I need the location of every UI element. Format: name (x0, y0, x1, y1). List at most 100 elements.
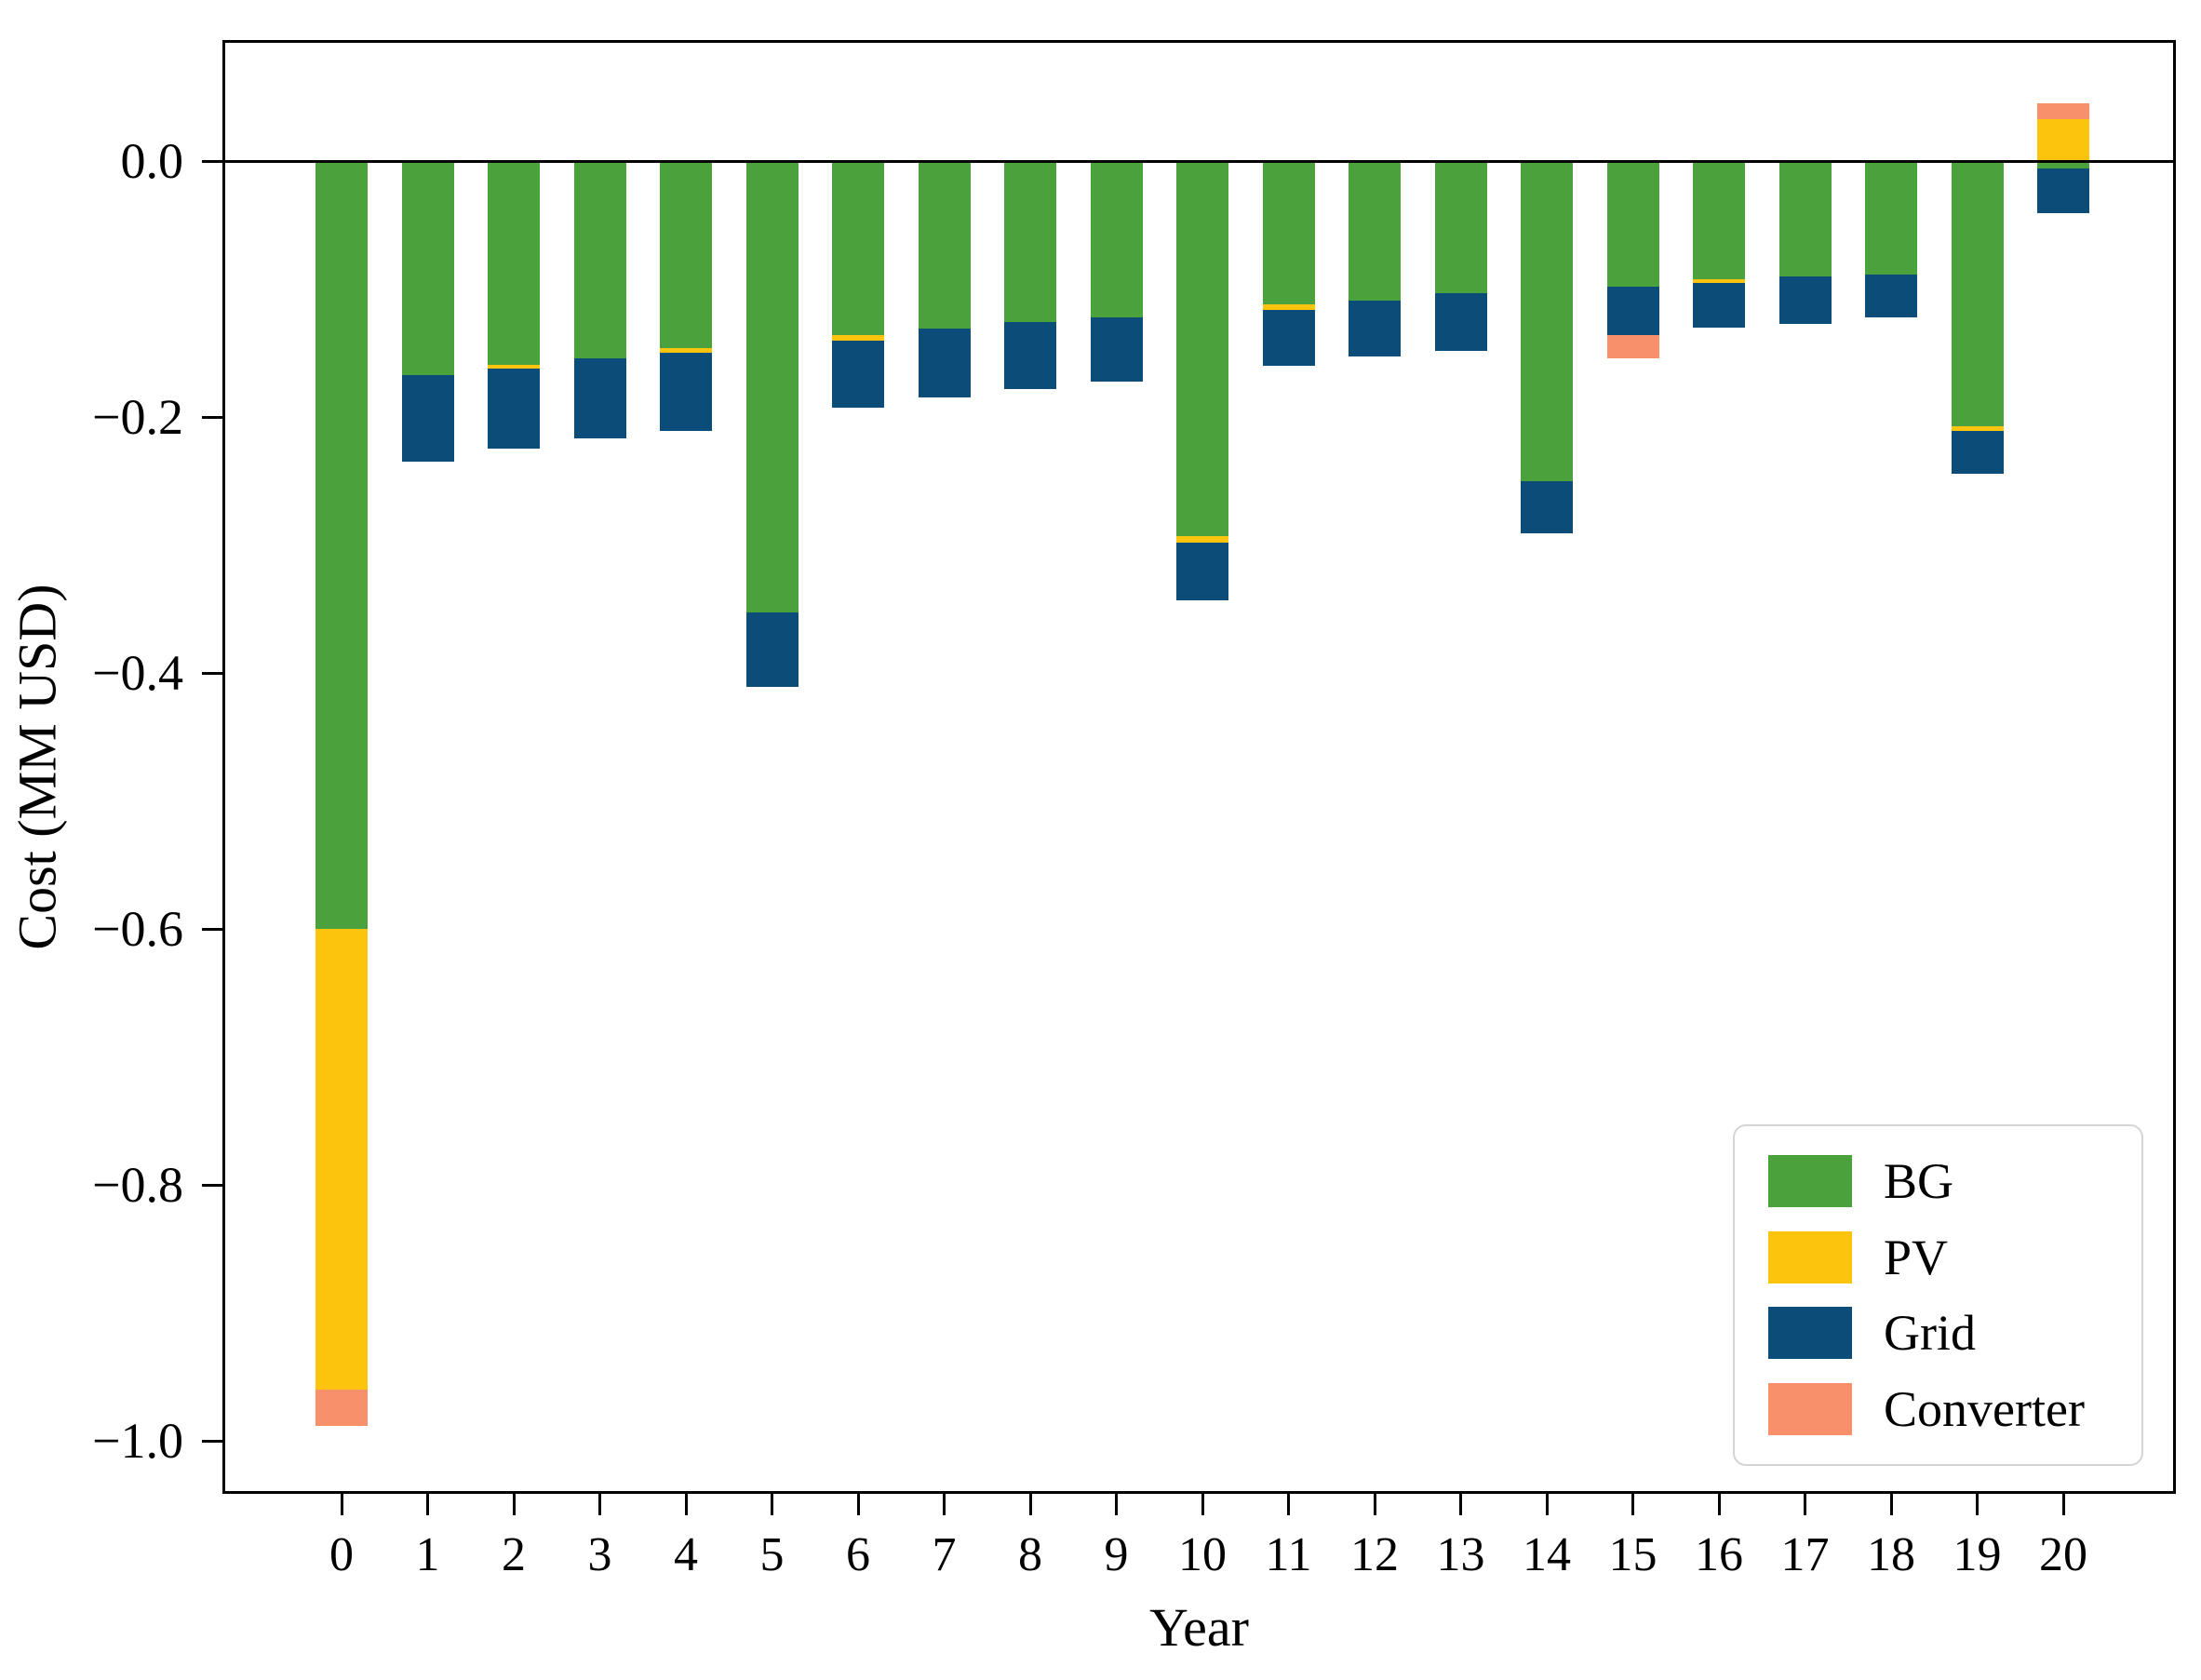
x-tick-mark (943, 1494, 946, 1515)
bar-segment-bg-year-14 (1521, 161, 1573, 481)
bar-segment-converter-year-0 (315, 1390, 368, 1426)
x-tick-label-year-18: 18 (1867, 1528, 1915, 1581)
legend-entry-bg: BG (1768, 1154, 2141, 1208)
legend-swatch-converter (1768, 1383, 1852, 1436)
x-tick-mark (1287, 1494, 1290, 1515)
x-tick-label-year-16: 16 (1695, 1528, 1743, 1581)
x-tick-label-year-6: 6 (846, 1528, 870, 1581)
bar-segment-grid-year-5 (745, 612, 799, 688)
x-tick-label-year-11: 11 (1265, 1528, 1312, 1581)
x-tick-label-year-9: 9 (1104, 1528, 1129, 1581)
bar-segment-pv-year-0 (315, 929, 368, 1390)
y-tick-mark (202, 927, 223, 931)
x-tick-mark (684, 1494, 688, 1515)
x-tick-mark (340, 1494, 343, 1515)
x-tick-mark (1976, 1494, 1979, 1515)
bar-segment-pv-year-19 (1951, 425, 2004, 432)
y-tick-label: −0.2 (92, 389, 183, 445)
bar-segment-grid-year-2 (488, 368, 540, 450)
zero-baseline (225, 159, 2173, 163)
y-tick-label: 0.0 (120, 133, 184, 189)
bar-segment-bg-year-4 (660, 161, 712, 348)
x-tick-mark (1631, 1494, 1634, 1515)
legend-swatch-bg (1768, 1154, 1852, 1207)
bar-segment-pv-year-6 (832, 335, 884, 341)
x-tick-mark (1889, 1494, 1893, 1515)
y-tick-label: −0.8 (92, 1157, 183, 1213)
bar-segment-grid-year-13 (1434, 292, 1487, 351)
bar-segment-grid-year-12 (1349, 300, 1401, 357)
y-tick-mark (202, 671, 223, 675)
x-tick-mark (1717, 1494, 1721, 1515)
y-tick-label: −1.0 (92, 1413, 183, 1469)
bar-segment-pv-year-2 (488, 364, 540, 369)
x-tick-label-year-5: 5 (759, 1528, 785, 1581)
x-tick-mark (2061, 1494, 2065, 1515)
bar-segment-bg-year-6 (832, 161, 884, 335)
y-tick-mark (202, 159, 223, 163)
bar-segment-bg-year-15 (1606, 161, 1659, 287)
x-tick-label-year-1: 1 (415, 1528, 440, 1581)
legend: BG PV Grid Converter (1733, 1124, 2143, 1466)
bar-segment-grid-year-9 (1090, 316, 1143, 382)
plot-area: 0.0 −0.2 −0.4 −0.6 −0.8 −1.0 0 1 2 3 4 5 6 7 8 9 10 11 12… (92, 43, 2173, 1657)
x-tick-label-year-20: 20 (2039, 1528, 2087, 1581)
bar-segment-bg-year-16 (1693, 161, 1745, 279)
bar-segment-converter-year-20 (2037, 103, 2089, 119)
bar-segment-bg-year-11 (1262, 161, 1315, 304)
bar-segment-bg-year-0 (315, 161, 368, 929)
bar-segment-pv-year-4 (660, 347, 712, 354)
legend-label-pv: PV (1884, 1229, 1949, 1285)
x-tick-mark (1804, 1494, 1806, 1515)
bar-segment-grid-year-18 (1865, 275, 1917, 317)
y-tick-label: −0.6 (92, 901, 183, 957)
legend-label-grid: Grid (1884, 1305, 1976, 1362)
x-tick-label-year-17: 17 (1780, 1528, 1830, 1581)
x-tick-mark (1373, 1494, 1376, 1515)
bar-segment-bg-year-3 (573, 161, 626, 358)
bar-segment-grid-year-8 (1004, 322, 1056, 389)
x-tick-label-year-19: 19 (1953, 1528, 2002, 1581)
legend-entry-pv: PV (1768, 1230, 2141, 1284)
y-tick-mark (202, 1439, 223, 1443)
bar-segment-pv-year-11 (1262, 304, 1315, 310)
bar-segment-grid-year-15 (1606, 286, 1659, 335)
bar-segment-bg-year-19 (1951, 161, 2004, 426)
x-tick-label-year-3: 3 (587, 1528, 612, 1581)
x-tick-mark (598, 1494, 601, 1515)
legend-label-converter: Converter (1884, 1381, 2085, 1438)
x-tick-mark (1459, 1494, 1462, 1515)
x-tick-mark (856, 1494, 860, 1515)
bar-segment-grid-year-11 (1262, 309, 1315, 366)
bar-segment-bg-year-7 (918, 161, 971, 329)
bar-segment-grid-year-6 (832, 340, 884, 409)
y-tick-mark (202, 415, 223, 419)
x-tick-mark (1201, 1494, 1204, 1515)
bar-segment-grid-year-16 (1693, 282, 1745, 328)
bar-segment-bg-year-13 (1434, 161, 1487, 293)
bar-segment-bg-year-10 (1176, 161, 1228, 536)
x-tick-mark (1028, 1494, 1032, 1515)
bar-segment-pv-year-10 (1176, 535, 1228, 543)
bar-segment-grid-year-3 (573, 357, 626, 439)
y-axis-title: Cost (MM USD) (7, 584, 68, 950)
x-tick-label-year-15: 15 (1608, 1528, 1657, 1581)
x-axis-title: Year (1149, 1597, 1249, 1658)
legend-entry-grid: Grid (1768, 1306, 2141, 1360)
bar-segment-bg-year-20 (2037, 161, 2089, 169)
bar-segment-grid-year-1 (401, 374, 454, 463)
bar-segment-bg-year-9 (1090, 161, 1143, 317)
x-tick-label-year-14: 14 (1523, 1528, 1571, 1581)
legend-swatch-pv (1768, 1230, 1852, 1284)
x-tick-mark (771, 1494, 773, 1515)
x-tick-label-year-8: 8 (1018, 1528, 1042, 1581)
bar-segment-grid-year-20 (2037, 168, 2089, 214)
bar-segment-bg-year-18 (1865, 161, 1917, 276)
legend-swatch-grid (1768, 1307, 1852, 1360)
x-tick-label-year-13: 13 (1436, 1528, 1485, 1581)
legend-entry-converter: Converter (1768, 1382, 2141, 1436)
bar-segment-grid-year-17 (1778, 276, 1832, 324)
x-tick-label-year-12: 12 (1350, 1528, 1399, 1581)
x-tick-mark (1115, 1494, 1118, 1515)
